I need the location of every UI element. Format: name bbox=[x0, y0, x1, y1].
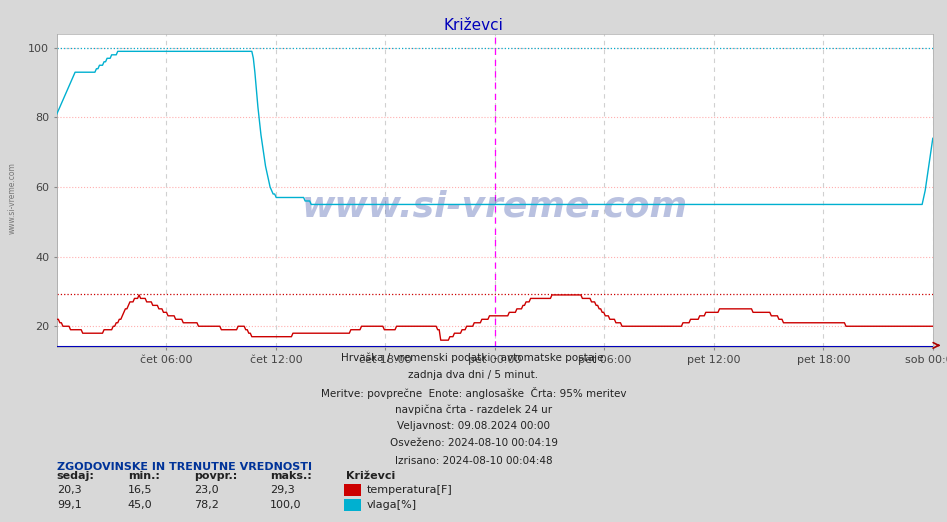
Text: www.si-vreme.com: www.si-vreme.com bbox=[8, 162, 17, 234]
Text: 45,0: 45,0 bbox=[128, 500, 152, 510]
Text: min.:: min.: bbox=[128, 471, 160, 481]
Text: navpična črta - razdelek 24 ur: navpična črta - razdelek 24 ur bbox=[395, 404, 552, 414]
Text: Križevci: Križevci bbox=[443, 18, 504, 33]
Text: 99,1: 99,1 bbox=[57, 500, 81, 510]
Text: 20,3: 20,3 bbox=[57, 485, 81, 495]
Text: vlaga[%]: vlaga[%] bbox=[366, 500, 417, 510]
Text: 78,2: 78,2 bbox=[194, 500, 219, 510]
Text: www.si-vreme.com: www.si-vreme.com bbox=[302, 189, 688, 223]
Text: Osveženo: 2024-08-10 00:04:19: Osveženo: 2024-08-10 00:04:19 bbox=[389, 438, 558, 448]
Text: ZGODOVINSKE IN TRENUTNE VREDNOSTI: ZGODOVINSKE IN TRENUTNE VREDNOSTI bbox=[57, 462, 312, 472]
Text: 16,5: 16,5 bbox=[128, 485, 152, 495]
Text: temperatura[F]: temperatura[F] bbox=[366, 485, 453, 495]
Text: Veljavnost: 09.08.2024 00:00: Veljavnost: 09.08.2024 00:00 bbox=[397, 421, 550, 431]
Text: Meritve: povprečne  Enote: anglosaške  Črta: 95% meritev: Meritve: povprečne Enote: anglosaške Črt… bbox=[321, 387, 626, 399]
Text: Izrisano: 2024-08-10 00:04:48: Izrisano: 2024-08-10 00:04:48 bbox=[395, 456, 552, 466]
Text: 100,0: 100,0 bbox=[270, 500, 301, 510]
Text: Križevci: Križevci bbox=[346, 471, 395, 481]
Text: Hrvaška / vremenski podatki - avtomatske postaje.: Hrvaška / vremenski podatki - avtomatske… bbox=[341, 352, 606, 363]
Text: sedaj:: sedaj: bbox=[57, 471, 95, 481]
Text: 23,0: 23,0 bbox=[194, 485, 219, 495]
Text: zadnja dva dni / 5 minut.: zadnja dva dni / 5 minut. bbox=[408, 370, 539, 379]
Text: maks.:: maks.: bbox=[270, 471, 312, 481]
Text: povpr.:: povpr.: bbox=[194, 471, 238, 481]
Text: 29,3: 29,3 bbox=[270, 485, 295, 495]
